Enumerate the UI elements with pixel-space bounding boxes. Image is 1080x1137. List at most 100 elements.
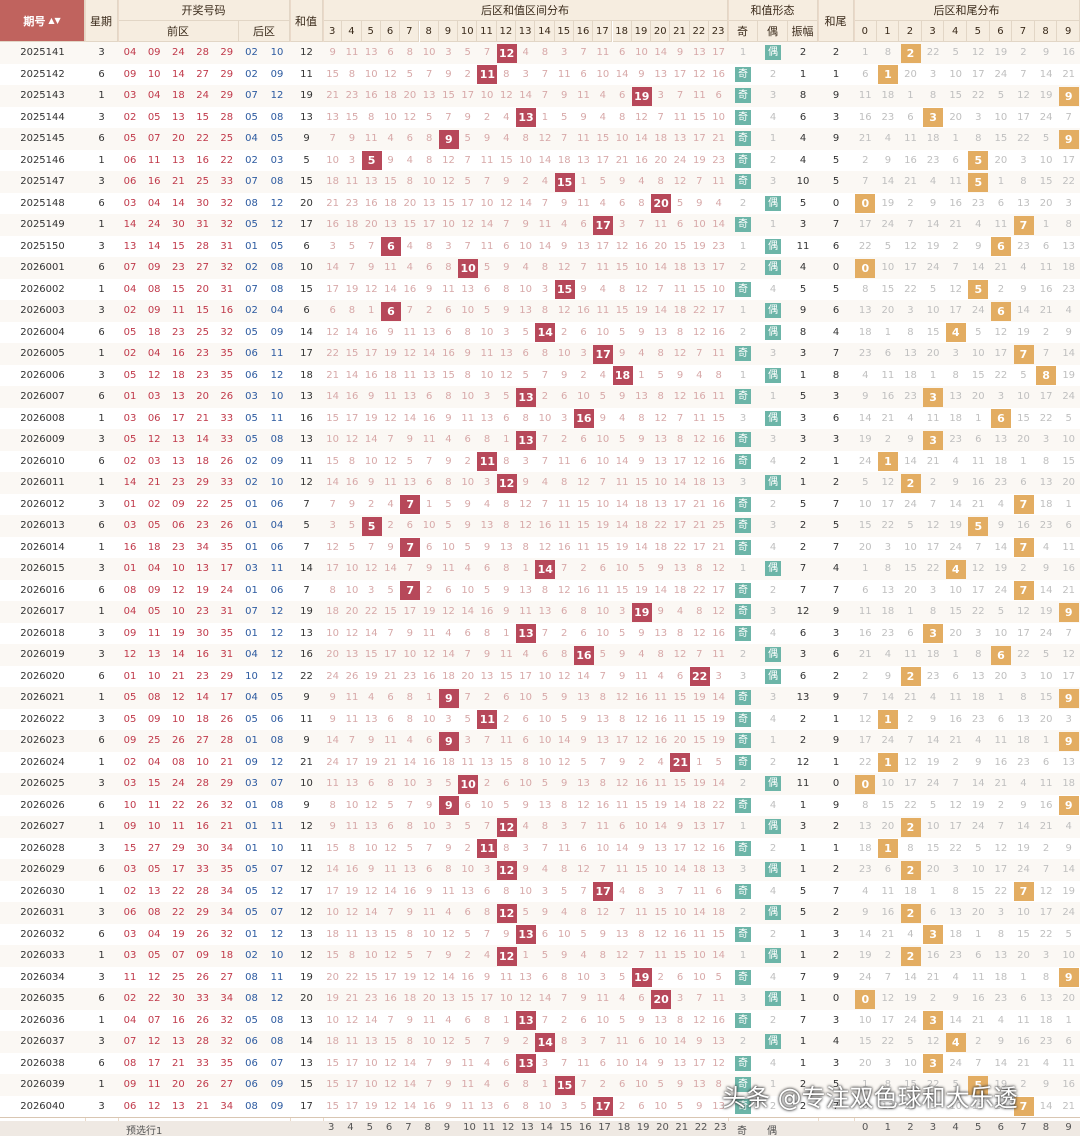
odd-miss: 1 <box>739 47 747 58</box>
dist-miss: 2 <box>425 305 433 316</box>
tail-miss: 23 <box>994 477 1008 488</box>
dist-miss: 13 <box>422 197 436 209</box>
tail-mark: 3 <box>923 430 944 450</box>
sum-mark: 19 <box>631 968 652 987</box>
front-number: 13 <box>172 1036 185 1047</box>
footer-tail-col: 8 <box>1042 1122 1050 1133</box>
tail-miss: 10 <box>926 305 940 316</box>
table-row <box>0 472 1080 494</box>
dist-miss: 14 <box>403 1057 417 1069</box>
back-number: 02 <box>245 950 258 961</box>
dist-miss: 16 <box>712 498 726 510</box>
dist-miss: 6 <box>599 1057 607 1069</box>
tail-miss: 12 <box>971 47 985 58</box>
tail-miss: 10 <box>949 68 963 80</box>
issue-cell: 2026002 <box>20 283 65 295</box>
odd-miss: 2 <box>739 778 747 789</box>
dist-miss: 9 <box>638 627 645 639</box>
dist-miss: 9 <box>368 735 375 746</box>
back-number: 01 <box>245 928 258 940</box>
table-row <box>0 386 1080 408</box>
tail-mark: 9 <box>1058 796 1079 815</box>
dist-miss: 3 <box>561 821 568 832</box>
dist-miss: 7 <box>561 993 568 1004</box>
tail-col-header: 8 <box>1034 21 1058 42</box>
sum-mark: 22 <box>689 667 710 686</box>
dist-miss: 4 <box>561 907 568 918</box>
dist-miss: 7 <box>657 111 664 123</box>
sum-mark: 17 <box>593 1097 614 1116</box>
sum-mark: 19 <box>631 86 652 106</box>
tail-miss: 15 <box>858 1036 872 1047</box>
back-number: 11 <box>270 412 284 424</box>
tail-miss: 24 <box>926 778 940 789</box>
front-number: 03 <box>123 520 137 531</box>
dist-miss: 7 <box>464 240 471 252</box>
tail-cell: 4 <box>832 1036 840 1047</box>
issue-cell: 2025148 <box>20 197 65 209</box>
back-number: 12 <box>270 369 284 381</box>
week-cell: 6 <box>98 133 105 144</box>
dist-miss: 3 <box>676 993 684 1004</box>
odd-tag: 奇 <box>735 625 751 641</box>
dist-miss: 21 <box>712 541 726 553</box>
dist-miss: 17 <box>345 756 359 768</box>
sum-cell: 11 <box>300 842 313 854</box>
dist-miss: 9 <box>464 520 471 531</box>
tail-miss: 9 <box>862 391 869 402</box>
tail-miss: 22 <box>881 520 895 531</box>
front-number: 31 <box>196 219 209 230</box>
tail-mark: 6 <box>990 645 1011 665</box>
dist-miss: 9 <box>657 1057 664 1069</box>
amp-cell: 3 <box>799 649 807 660</box>
tail-miss: 13 <box>1039 993 1053 1004</box>
dist-miss: 15 <box>615 584 629 596</box>
header-issue[interactable]: 期号 ▲▼ <box>0 0 85 42</box>
dist-miss: 24 <box>326 756 340 768</box>
tail-miss: 1 <box>1042 735 1050 746</box>
table-row <box>0 171 1080 193</box>
dist-miss: 14 <box>422 348 436 359</box>
sum-mark: 14 <box>535 559 556 579</box>
back-number: 01 <box>245 240 258 252</box>
back-number: 05 <box>245 111 258 123</box>
dist-miss: 11 <box>712 391 726 402</box>
dist-miss: 13 <box>364 713 378 725</box>
tail-miss: 21 <box>858 649 872 660</box>
tail-miss: 14 <box>858 928 872 940</box>
dist-miss: 3 <box>329 520 336 531</box>
dist-miss: 15 <box>654 907 668 918</box>
dist-miss: 17 <box>345 1057 359 1069</box>
dist-col-header: 15 <box>554 21 574 42</box>
back-number: 07 <box>270 1057 284 1069</box>
amp-cell: 1 <box>799 993 807 1004</box>
tail-miss: 24 <box>858 971 872 983</box>
tail-miss: 11 <box>858 606 872 617</box>
dist-miss: 14 <box>326 477 340 488</box>
tail-miss: 5 <box>884 240 892 252</box>
back-number: 04 <box>270 305 284 316</box>
amp-cell: 5 <box>799 197 807 209</box>
tail-mark: 7 <box>1013 882 1034 901</box>
week-cell: 6 <box>98 1057 105 1069</box>
tail-cell: 0 <box>832 197 840 209</box>
dist-miss: 8 <box>406 176 414 187</box>
dist-miss: 19 <box>596 520 610 531</box>
dist-miss: 9 <box>445 1057 452 1069</box>
dist-miss: 13 <box>499 541 513 553</box>
dist-miss: 6 <box>503 412 510 424</box>
dist-col-header: 4 <box>342 21 362 42</box>
front-number: 16 <box>172 348 185 359</box>
dist-miss: 13 <box>692 821 706 832</box>
tail-miss: 13 <box>1017 713 1030 725</box>
dist-miss: 8 <box>483 434 491 445</box>
dist-miss: 5 <box>638 563 645 574</box>
tail-miss: 3 <box>929 1100 937 1112</box>
dist-miss: 12 <box>422 971 436 983</box>
dist-miss: 13 <box>345 649 359 660</box>
dist-miss: 2 <box>561 1014 568 1026</box>
tail-mark: 2 <box>900 473 921 493</box>
even-miss: 1 <box>769 219 777 230</box>
tail-col-header: 2 <box>899 21 922 42</box>
table-row <box>0 364 1080 386</box>
